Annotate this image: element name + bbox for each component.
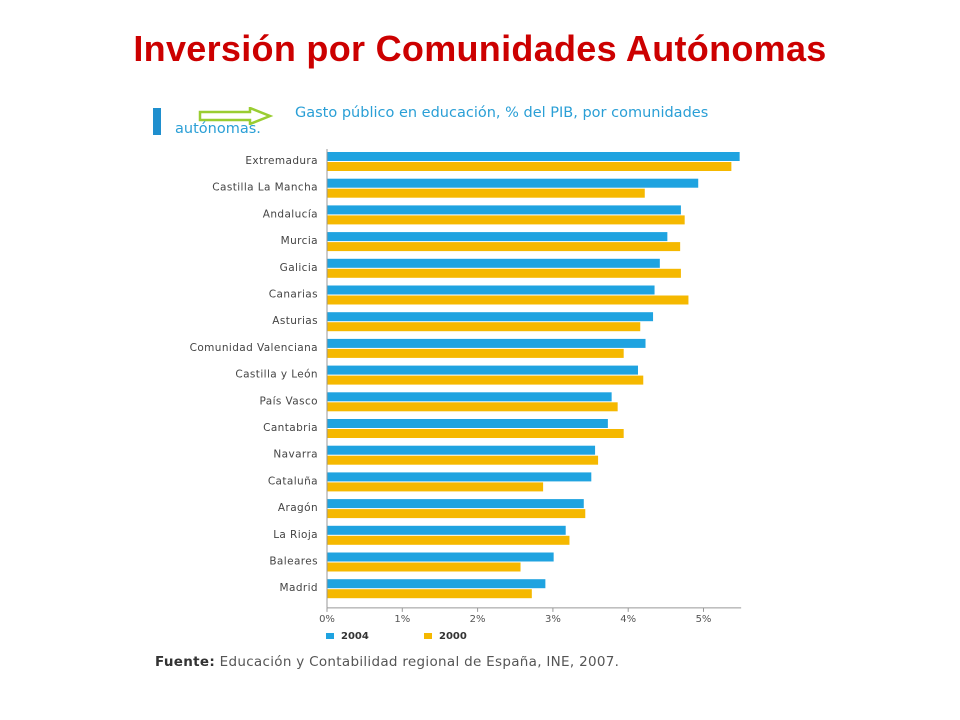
bar-2000-pais-vasco [327,402,618,412]
x-tick-label-0: 0% [319,614,335,625]
category-label-comunidad-valenciana: Comunidad Valenciana [190,342,318,354]
category-label-galicia: Galicia [280,262,318,274]
bar-2000-cataluna [327,482,544,492]
bar-2004-asturias [327,312,654,322]
legend-label-2000: 2000 [439,631,467,642]
legend-label-2004: 2004 [341,631,369,642]
bar-2000-cantabria [327,429,624,438]
category-label-cataluna: Cataluña [268,475,318,487]
category-label-andalucia: Andalucía [263,208,318,220]
bar-2000-comunidad-valenciana [327,348,624,358]
category-label-castilla-y-leon: Castilla y León [235,369,318,381]
bar-2004-cataluna [327,472,592,482]
bar-2004-extremadura [327,152,740,161]
legend-swatch-2004 [326,633,334,639]
category-label-extremadura: Extremadura [245,155,318,167]
x-tick-label-2: 2% [470,614,486,625]
bar-2000-madrid [327,589,532,599]
bar-2000-castilla-la-mancha [327,188,645,198]
category-label-navarra: Navarra [273,449,318,461]
x-tick-label-1: 1% [394,614,410,625]
bar-2000-extremadura [327,162,732,171]
category-label-murcia: Murcia [281,235,318,247]
source-label: Fuente: [155,654,216,670]
category-label-aragon: Aragón [278,502,318,514]
legend-swatch-2000 [424,633,432,639]
bar-2004-andalucia [327,205,681,215]
bar-2000-aragon [327,509,586,519]
bar-2000-canarias [327,295,689,305]
category-label-la-rioja: La Rioja [273,529,318,541]
arrow-icon [198,107,274,125]
bar-2004-murcia [327,232,668,242]
bar-2000-navarra [327,455,599,465]
bar-2004-comunidad-valenciana [327,338,646,348]
bar-2000-la-rioja [327,535,570,545]
bar-2004-baleares [327,552,554,562]
bar-2004-galicia [327,258,660,268]
bar-2000-murcia [327,242,681,252]
bar-2004-castilla-la-mancha [327,178,699,188]
source-text: Educación y Contabilidad regional de Esp… [219,654,620,670]
x-tick-label-3: 3% [545,614,561,625]
category-label-asturias: Asturias [272,315,318,327]
source-note: Fuente: Educación y Contabilidad regiona… [155,654,619,670]
slide-title: Inversión por Comunidades Autónomas [133,28,827,69]
category-label-baleares: Baleares [269,556,318,568]
bar-2004-pais-vasco [327,392,612,402]
bar-2004-madrid [327,579,546,589]
bar-2000-baleares [327,562,521,572]
category-label-madrid: Madrid [280,582,318,594]
bar-2004-cantabria [327,419,608,428]
bar-2004-navarra [327,445,596,455]
x-tick-label-5: 5% [696,614,712,625]
bar-2000-asturias [327,322,641,332]
bar-2000-castilla-y-leon [327,375,644,385]
category-label-pais-vasco: País Vasco [260,395,319,407]
bar-2000-galicia [327,268,681,278]
x-tick-label-4: 4% [620,614,636,625]
chart-title-marker [153,108,161,135]
category-label-cantabria: Cantabria [263,422,318,434]
bar-2004-canarias [327,285,655,295]
bar-2004-aragon [327,499,584,509]
legend-item-2000: 2000 [424,631,467,642]
category-label-canarias: Canarias [269,289,318,301]
legend-item-2004: 2004 [326,631,369,642]
chart-title: Gasto público en educación, % del PIB, p… [175,105,709,137]
category-label-castilla-la-mancha: Castilla La Mancha [212,182,318,194]
bar-2004-la-rioja [327,525,566,535]
bar-2000-andalucia [327,215,685,225]
bar-2004-castilla-y-leon [327,365,638,375]
